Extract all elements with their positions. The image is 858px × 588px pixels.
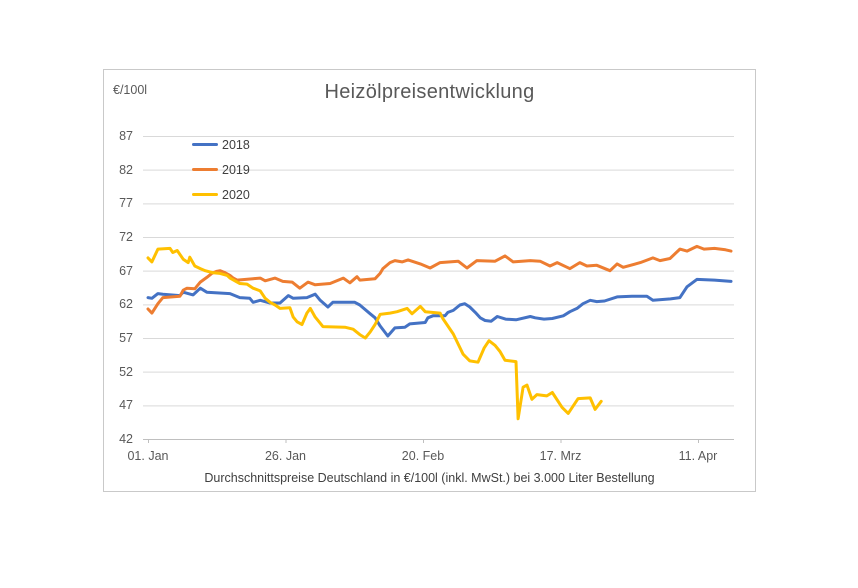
plot-area xyxy=(143,136,734,443)
y-tick-label: 82 xyxy=(119,162,133,177)
legend-line-swatch xyxy=(192,192,218,197)
chart-title: Heizölpreisentwicklung xyxy=(324,81,535,103)
series-line-2018 xyxy=(146,277,733,338)
x-tick-label: 20. Feb xyxy=(401,449,445,463)
gridlines xyxy=(143,136,734,407)
y-tick-label: 72 xyxy=(119,230,133,244)
legend: 2018 2019 2020 xyxy=(192,132,250,207)
legend-label: 2018 xyxy=(222,137,250,152)
legend-label: 2019 xyxy=(222,162,250,177)
y-tick-label: 57 xyxy=(119,331,133,345)
y-tick-label: 67 xyxy=(119,263,133,278)
legend-label: 2020 xyxy=(222,187,250,202)
y-tick-label: 87 xyxy=(119,129,133,143)
x-tick-label: 17. Mrz xyxy=(539,449,582,463)
series-line-2019 xyxy=(146,244,733,315)
x-tick-label: 01. Jan xyxy=(127,449,169,463)
x-axis-line xyxy=(143,439,734,443)
legend-line-swatch xyxy=(192,167,218,172)
legend-item-2019: 2019 xyxy=(192,157,250,182)
legend-item-2018: 2018 xyxy=(192,132,250,157)
chart-footnote: Durchschnittspreise Deutschland in €/100… xyxy=(204,471,655,485)
y-tick-label: 42 xyxy=(119,432,133,446)
y-axis-unit-label: €/100l xyxy=(113,83,148,97)
x-tick-label: 11. Apr xyxy=(678,449,718,463)
y-tick-label: 47 xyxy=(119,398,133,413)
x-tick-label: 26. Jan xyxy=(264,449,306,463)
y-tick-label: 52 xyxy=(119,364,133,379)
series-lines xyxy=(146,244,733,421)
legend-item-2020: 2020 xyxy=(192,182,250,207)
chart-card: €/100l Heizölpreisentwicklung 87 82 77 72 67… xyxy=(103,69,756,492)
y-tick-label: 77 xyxy=(119,196,133,211)
series-line-2020 xyxy=(146,246,603,421)
y-tick-label: 62 xyxy=(119,297,133,312)
legend-line-swatch xyxy=(192,142,218,147)
